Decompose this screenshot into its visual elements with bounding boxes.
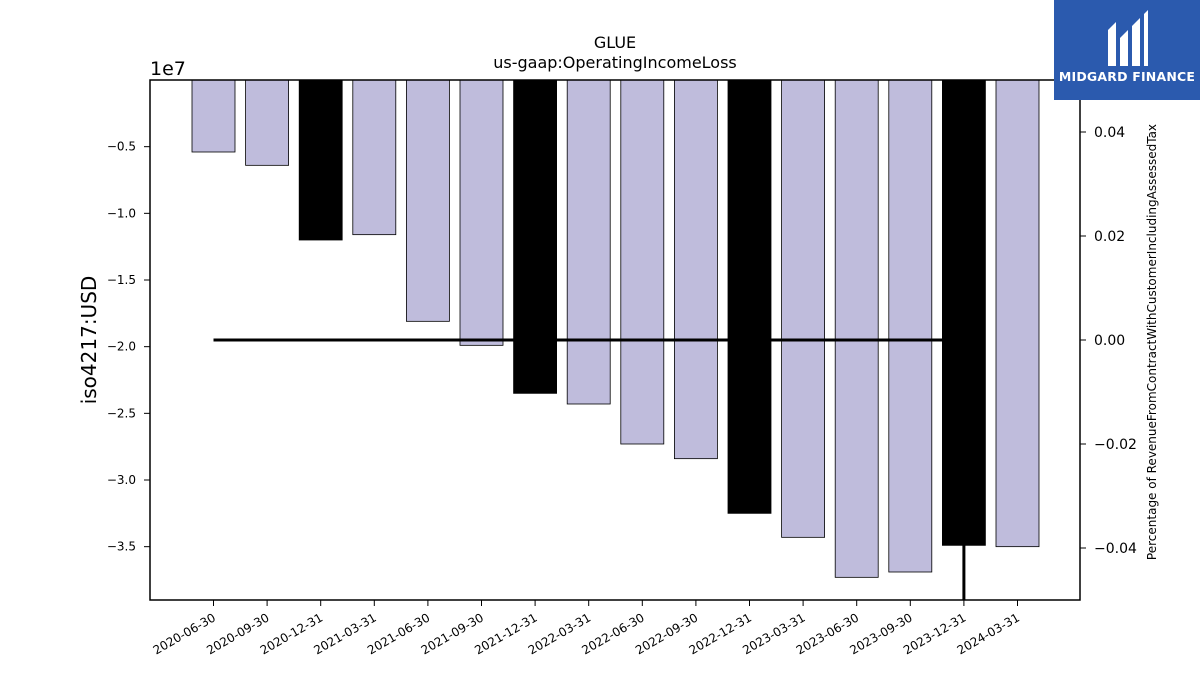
y2-tick-label: 0.02 (1094, 229, 1125, 245)
bar-2021-06-30 (405, 79, 450, 322)
y-tick-label: −1.5 (107, 273, 136, 287)
y2-axis-label: Percentage of RevenueFromContractWithCus… (1145, 124, 1159, 560)
y-tick-label: −2.0 (107, 340, 136, 354)
bar-2020-12-31 (298, 79, 343, 241)
brand-logo: MIDGARD FINANCE (1054, 0, 1200, 100)
bar-2022-03-31 (566, 79, 611, 405)
chart-title: GLUE (594, 33, 636, 52)
y-tick-label: −0.5 (107, 140, 136, 154)
x-axis-ticks: 2020-06-302020-09-302020-12-312021-03-31… (151, 600, 1022, 657)
y-tick-label: −2.5 (107, 406, 136, 420)
bar-2020-06-30 (191, 79, 236, 153)
y2-axis-ticks: 0.04 0.02 0.00 −0.02 −0.04 (1080, 125, 1137, 557)
bar-2024-03-31 (995, 79, 1040, 548)
y-axis-label: iso4217:USD (77, 276, 101, 405)
bar-2022-09-30 (674, 79, 718, 460)
bar-2021-03-31 (352, 79, 397, 236)
logo-text: MIDGARD FINANCE (1058, 69, 1196, 84)
bar-2022-12-31 (727, 79, 772, 514)
bar-2023-09-30 (888, 79, 933, 573)
y-axis-ticks: −0.5 −1.0 −1.5 −2.0 −2.5 −3.0 −3.5 (107, 140, 150, 554)
bar-2023-06-30 (834, 79, 879, 578)
y-axis-offset-label: 1e7 (150, 58, 186, 80)
y-tick-label: −3.5 (107, 540, 136, 554)
y2-tick-label: −0.04 (1094, 541, 1137, 557)
bar-2021-12-31 (513, 79, 557, 394)
bars (191, 79, 1040, 578)
y-tick-label: −3.0 (107, 473, 136, 487)
y2-tick-label: −0.02 (1094, 437, 1137, 453)
y2-tick-label: 0.00 (1094, 333, 1125, 349)
chart-subtitle: us-gaap:OperatingIncomeLoss (493, 53, 737, 72)
bar-2021-09-30 (459, 79, 504, 346)
midgard-logo-icon (1108, 10, 1148, 66)
bar-2023-03-31 (781, 79, 825, 538)
bar-2020-09-30 (245, 79, 290, 166)
trend-line-layer (213, 338, 966, 600)
bar-2022-06-30 (620, 79, 665, 445)
y-tick-label: −1.0 (107, 206, 136, 220)
y2-tick-label: 0.04 (1094, 125, 1125, 141)
